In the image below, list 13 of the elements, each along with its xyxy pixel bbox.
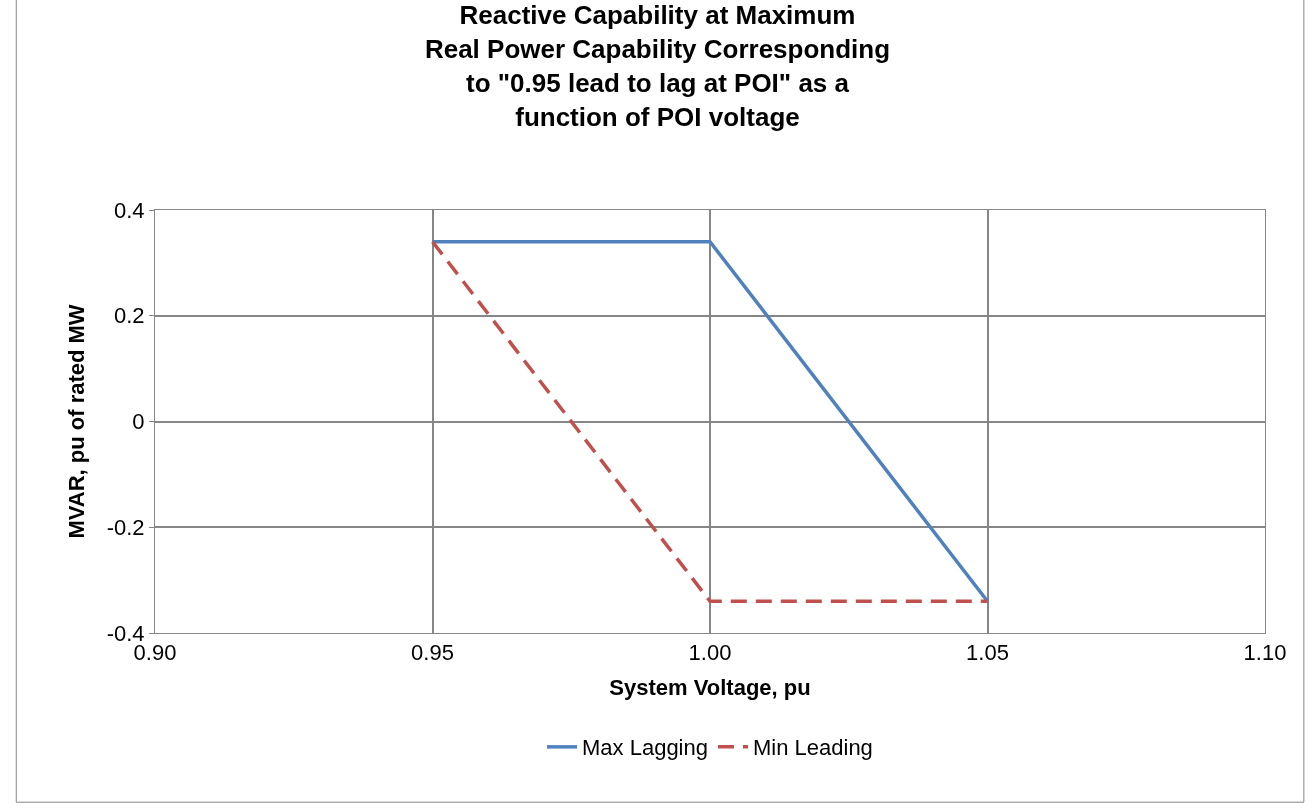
x-tick-label: 0.95 (411, 640, 454, 666)
x-tick-label: 1.05 (966, 640, 1009, 666)
legend-label: Min Leading (752, 735, 873, 761)
y-tick-label: 0.2 (114, 303, 145, 329)
x-axis-title: System Voltage, pu (609, 675, 811, 701)
y-tick-label: 0 (132, 409, 145, 435)
y-tick-label: 0.4 (114, 197, 145, 223)
chart-title: Reactive Capability at Maximum Real Power Capability Corresponding to "0.95 lead to lag at POI" as a function of POI voltage (424, 0, 891, 132)
legend-label: Max Lagging (582, 735, 708, 761)
x-tick-label: 1.10 (1243, 640, 1287, 666)
y-axis-title: MVAR, pu of rated MW (64, 304, 90, 539)
x-tick-label: 1.00 (688, 640, 732, 666)
y-tick-label: -0.2 (106, 514, 145, 540)
